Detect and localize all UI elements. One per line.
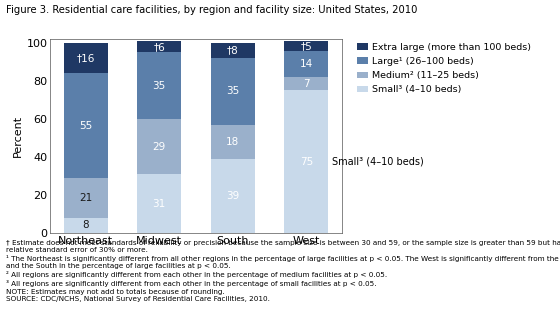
Bar xyxy=(137,52,181,119)
Text: 31: 31 xyxy=(153,199,166,209)
Bar xyxy=(211,125,255,159)
Text: †16: †16 xyxy=(77,53,95,63)
Text: Small³ (4–10 beds): Small³ (4–10 beds) xyxy=(332,157,424,167)
Bar xyxy=(137,119,181,174)
Bar xyxy=(211,58,255,125)
Text: † Estimate does not meet standards of reliability or precision because the sampl: † Estimate does not meet standards of re… xyxy=(6,240,560,302)
Text: †5: †5 xyxy=(300,41,312,51)
Text: 35: 35 xyxy=(153,81,166,91)
Bar xyxy=(211,43,255,58)
Y-axis label: Percent: Percent xyxy=(12,115,22,157)
Bar xyxy=(211,159,255,233)
Bar xyxy=(64,218,108,233)
Bar xyxy=(284,91,328,233)
Bar xyxy=(64,43,108,73)
Text: 55: 55 xyxy=(79,121,92,131)
Bar xyxy=(284,51,328,77)
Text: 14: 14 xyxy=(300,59,313,69)
Text: 18: 18 xyxy=(226,137,239,147)
Bar xyxy=(64,178,108,218)
Bar xyxy=(284,41,328,51)
Bar xyxy=(137,41,181,52)
Text: †6: †6 xyxy=(153,42,165,52)
Text: 75: 75 xyxy=(300,157,313,167)
Text: 39: 39 xyxy=(226,191,239,201)
Text: 29: 29 xyxy=(153,141,166,152)
Text: †8: †8 xyxy=(227,46,239,55)
Text: 21: 21 xyxy=(79,193,92,203)
Text: 7: 7 xyxy=(303,79,310,89)
Legend: Extra large (more than 100 beds), Large¹ (26–100 beds), Medium² (11–25 beds), Sm: Extra large (more than 100 beds), Large¹… xyxy=(353,39,535,98)
Bar xyxy=(284,77,328,91)
Text: 35: 35 xyxy=(226,86,239,96)
Bar xyxy=(137,174,181,233)
Bar xyxy=(64,73,108,178)
Text: Figure 3. Residential care facilities, by region and facility size: United State: Figure 3. Residential care facilities, b… xyxy=(6,5,417,15)
Text: 8: 8 xyxy=(82,220,89,230)
